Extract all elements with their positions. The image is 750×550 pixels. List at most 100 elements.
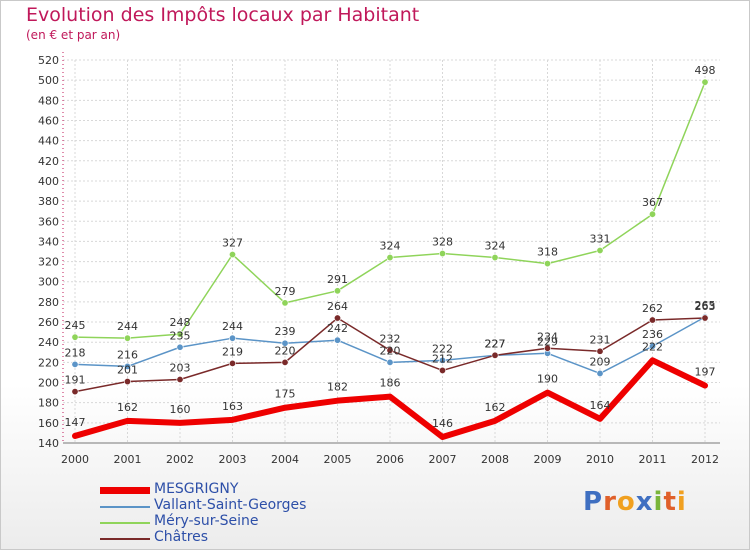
data-label: 328 bbox=[432, 236, 453, 249]
data-point bbox=[71, 360, 79, 368]
y-tick-label: 380 bbox=[38, 195, 59, 208]
data-point bbox=[701, 78, 709, 86]
data-label: 291 bbox=[327, 273, 348, 286]
data-label: 234 bbox=[537, 330, 558, 343]
data-label: 220 bbox=[380, 344, 401, 357]
data-label: 147 bbox=[65, 416, 86, 429]
data-label: 209 bbox=[590, 355, 611, 368]
data-point bbox=[648, 316, 656, 324]
legend-swatch bbox=[100, 487, 150, 494]
y-tick-label: 200 bbox=[38, 377, 59, 390]
data-point bbox=[701, 314, 709, 322]
data-label: 219 bbox=[222, 345, 243, 358]
logo-letter: x bbox=[635, 487, 654, 517]
data-label: 231 bbox=[590, 333, 611, 346]
logo-letter: i bbox=[653, 487, 664, 517]
data-point bbox=[648, 342, 656, 350]
y-tick-label: 520 bbox=[38, 54, 59, 67]
data-label: 498 bbox=[695, 64, 716, 77]
y-tick-label: 420 bbox=[38, 155, 59, 168]
data-point bbox=[281, 358, 289, 366]
data-label: 236 bbox=[642, 328, 663, 341]
x-tick-label: 2003 bbox=[219, 453, 247, 466]
y-tick-label: 340 bbox=[38, 235, 59, 248]
data-point bbox=[543, 260, 551, 268]
data-point bbox=[176, 343, 184, 351]
data-point bbox=[438, 250, 446, 258]
data-point bbox=[648, 210, 656, 218]
x-tick-label: 2005 bbox=[324, 453, 352, 466]
legend-swatch bbox=[100, 538, 150, 540]
data-label: 191 bbox=[65, 374, 86, 387]
x-tick-label: 2000 bbox=[61, 453, 89, 466]
y-tick-label: 480 bbox=[38, 94, 59, 107]
logo-letter: P bbox=[583, 487, 604, 517]
data-label: 244 bbox=[222, 320, 243, 333]
data-label: 186 bbox=[380, 377, 401, 390]
data-label: 242 bbox=[327, 322, 348, 335]
x-tick-label: 2010 bbox=[586, 453, 614, 466]
data-point bbox=[71, 388, 79, 396]
data-label: 262 bbox=[642, 302, 663, 315]
data-label: 222 bbox=[642, 340, 663, 353]
data-point bbox=[596, 246, 604, 254]
data-label: 265 bbox=[695, 299, 716, 312]
data-point bbox=[229, 359, 237, 367]
chart-subtitle: (en € et par an) bbox=[26, 28, 121, 42]
data-point bbox=[281, 299, 289, 307]
y-tick-label: 460 bbox=[38, 114, 59, 127]
x-tick-label: 2009 bbox=[534, 453, 562, 466]
data-point bbox=[386, 358, 394, 366]
data-point bbox=[386, 346, 394, 354]
data-label: 245 bbox=[65, 319, 86, 332]
data-point bbox=[491, 351, 499, 359]
data-label: 203 bbox=[170, 362, 191, 375]
data-point bbox=[176, 330, 184, 338]
x-tick-label: 2007 bbox=[429, 453, 457, 466]
data-label: 244 bbox=[117, 320, 138, 333]
data-point bbox=[438, 366, 446, 374]
chart-title: Evolution des Impôts locaux par Habitant bbox=[26, 4, 420, 26]
data-point bbox=[124, 334, 132, 342]
data-label: 212 bbox=[432, 352, 453, 365]
data-point bbox=[333, 314, 341, 322]
logo-letter: t bbox=[663, 487, 677, 517]
data-label: 218 bbox=[65, 346, 86, 359]
data-point bbox=[333, 287, 341, 295]
data-label: 367 bbox=[642, 196, 663, 209]
data-label: 175 bbox=[275, 388, 296, 401]
data-label: 264 bbox=[327, 300, 348, 313]
data-point bbox=[491, 254, 499, 262]
y-tick-label: 440 bbox=[38, 135, 59, 148]
data-point bbox=[596, 369, 604, 377]
data-point bbox=[176, 376, 184, 384]
x-tick-label: 2001 bbox=[114, 453, 142, 466]
data-point bbox=[596, 347, 604, 355]
legend-label: Vallant-Saint-Georges bbox=[154, 497, 307, 513]
y-tick-label: 140 bbox=[38, 437, 59, 450]
data-label: 182 bbox=[327, 381, 348, 394]
data-label: 146 bbox=[432, 417, 453, 430]
x-tick-label: 2006 bbox=[376, 453, 404, 466]
data-label: 190 bbox=[537, 373, 558, 386]
y-tick-label: 320 bbox=[38, 256, 59, 269]
data-label: 229 bbox=[537, 335, 558, 348]
data-label: 331 bbox=[590, 232, 611, 245]
data-label: 327 bbox=[222, 237, 243, 250]
y-tick-label: 260 bbox=[38, 316, 59, 329]
data-label: 216 bbox=[117, 348, 138, 361]
data-label: 235 bbox=[170, 329, 191, 342]
data-label: 263 bbox=[695, 300, 716, 313]
data-label: 201 bbox=[117, 364, 138, 377]
data-label: 248 bbox=[170, 316, 191, 329]
y-tick-label: 160 bbox=[38, 417, 59, 430]
proxiti-logo: Proxiti bbox=[583, 487, 687, 517]
logo-letter: r bbox=[603, 487, 617, 517]
legend-label: Châtres bbox=[154, 529, 209, 545]
data-label: 227 bbox=[485, 337, 506, 350]
data-label: 318 bbox=[537, 246, 558, 259]
data-label: 324 bbox=[485, 240, 506, 253]
legend-label: MESGRIGNY bbox=[154, 481, 239, 497]
